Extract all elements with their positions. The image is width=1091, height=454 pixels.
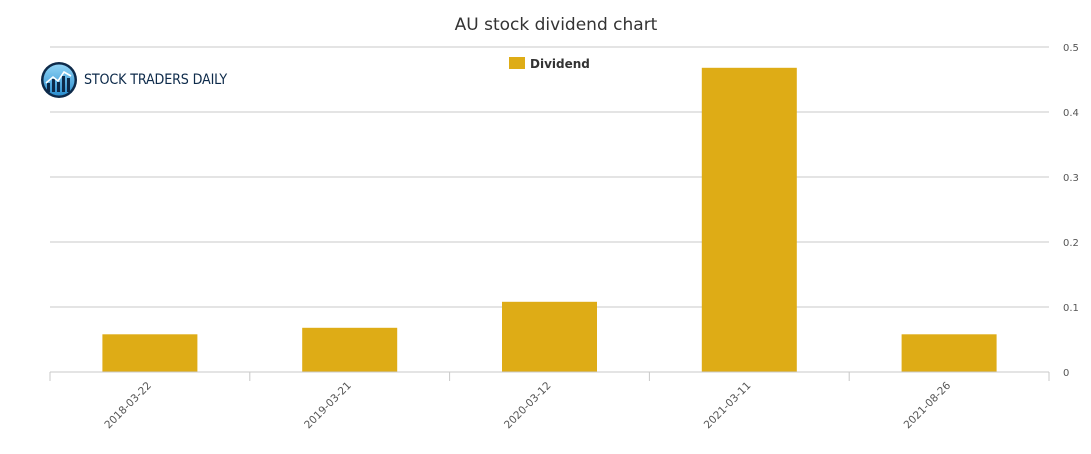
legend[interactable]: Dividend bbox=[509, 57, 590, 71]
y-tick-label: 0.5 bbox=[1063, 43, 1079, 54]
y-tick-label: 0.2 bbox=[1063, 238, 1079, 249]
y-axis-ticks: 0 0.1 0.2 0.3 0.4 0.5 bbox=[1063, 43, 1079, 379]
y-tick-label: 0.1 bbox=[1063, 303, 1079, 314]
x-tick-label: 2021-08-26 bbox=[902, 379, 954, 431]
x-tick-label: 2019-03-21 bbox=[302, 380, 354, 432]
x-tick-label: 2021-03-11 bbox=[702, 380, 754, 432]
bar-2019-03-21[interactable] bbox=[302, 327, 398, 372]
bar-2021-03-11[interactable] bbox=[701, 67, 797, 373]
bar-2020-03-12[interactable] bbox=[502, 301, 597, 372]
x-tick-label: 2020-03-12 bbox=[502, 380, 554, 432]
bars bbox=[102, 67, 997, 373]
chart-title: AU stock dividend chart bbox=[455, 15, 658, 35]
x-tick-label: 2018-03-22 bbox=[102, 380, 154, 432]
legend-swatch-dividend bbox=[509, 57, 525, 69]
bar-2021-08-26[interactable] bbox=[901, 334, 997, 372]
y-tick-label: 0.3 bbox=[1063, 173, 1079, 184]
y-tick-label: 0.4 bbox=[1063, 108, 1079, 119]
x-axis: 2018-03-22 2019-03-21 2020-03-12 2021-03-11… bbox=[49, 371, 1050, 432]
y-tick-label: 0 bbox=[1063, 368, 1069, 379]
logo-chart-icon bbox=[41, 62, 77, 98]
bar-2018-03-22[interactable] bbox=[102, 334, 198, 372]
legend-label-dividend: Dividend bbox=[530, 57, 590, 71]
logo-text: STOCK TRADERS DAILY bbox=[84, 72, 228, 88]
stock-traders-daily-logo: STOCK TRADERS DAILY bbox=[40, 61, 247, 99]
